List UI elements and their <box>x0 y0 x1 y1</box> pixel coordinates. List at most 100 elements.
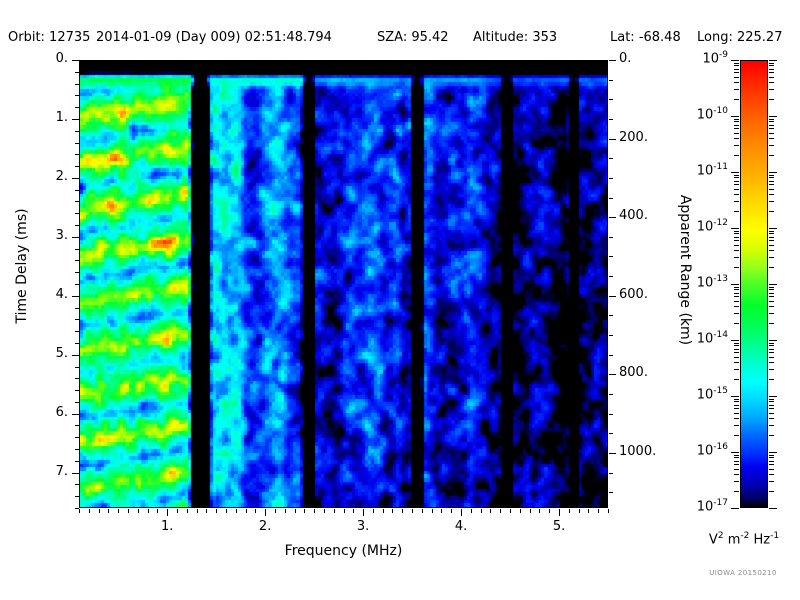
colorbar-tick-minor <box>734 237 739 238</box>
colorbar-tick-minor <box>769 69 774 70</box>
colorbar-tick-minor <box>769 201 774 202</box>
colorbar-tick-minor <box>769 231 774 232</box>
colorbar-tick-minor <box>734 418 739 419</box>
colorbar-tick-major <box>769 284 777 285</box>
y-axis-right-tick-major <box>609 374 616 375</box>
colorbar-tick-major <box>731 452 739 453</box>
x-axis-tick-label: 4. <box>454 519 468 534</box>
colorbar-tick-minor <box>769 413 774 414</box>
colorbar-tick-minor <box>734 457 739 458</box>
x-axis-tick-minor <box>334 509 335 513</box>
x-axis-tick-minor <box>500 509 501 513</box>
colorbar-tick-minor <box>734 461 739 462</box>
y-axis-left-tick-major <box>72 414 79 415</box>
colorbar-tick-minor <box>769 293 774 294</box>
y-axis-left-tick-major <box>72 178 79 179</box>
colorbar-tick-minor <box>769 379 774 380</box>
colorbar-tick-major <box>769 60 777 61</box>
colorbar-tick-minor <box>734 72 739 73</box>
colorbar-tick-minor <box>734 425 739 426</box>
x-axis-tick-minor <box>295 509 296 513</box>
y-axis-right-tick-minor <box>609 158 613 159</box>
y-axis-right-tick-label: 600. <box>619 286 648 302</box>
y-axis-right-tick-major <box>609 217 616 218</box>
y-axis-right-tick-minor <box>609 335 613 336</box>
colorbar-tick-minor <box>769 65 774 66</box>
colorbar-tick-minor <box>769 469 774 470</box>
colorbar-tick-minor <box>769 464 774 465</box>
x-axis-tick-minor <box>314 509 315 513</box>
y-axis-right-tick-major <box>609 296 616 297</box>
colorbar-tick-minor <box>734 63 739 64</box>
header-sza: SZA: 95.42 <box>377 30 449 45</box>
colorbar-tick-minor <box>769 211 774 212</box>
colorbar-tick-minor <box>769 177 774 178</box>
y-axis-left-tick-minor <box>75 402 79 403</box>
colorbar-tick-minor <box>769 121 774 122</box>
x-axis-tick-minor <box>373 509 374 513</box>
x-axis-tick-minor <box>206 509 207 513</box>
y-axis-left-tick-minor <box>75 378 79 379</box>
colorbar-tick-minor <box>734 250 739 251</box>
x-axis-tick-minor <box>392 509 393 513</box>
y-axis-left-tick-minor <box>75 225 79 226</box>
colorbar-tick-minor <box>734 77 739 78</box>
header-metadata: Orbit: 12735 2014-01-09 (Day 009) 02:51:… <box>0 30 800 48</box>
colorbar-tick-minor <box>734 362 739 363</box>
colorbar-tick-minor <box>734 343 739 344</box>
colorbar-tick-minor <box>769 125 774 126</box>
colorbar-tick-label: 10-13 <box>696 274 728 291</box>
colorbar-tick-minor <box>734 296 739 297</box>
x-axis-tick-label: 3. <box>356 519 370 534</box>
y-axis-right-tick-minor <box>609 237 613 238</box>
colorbar-tick-minor <box>734 306 739 307</box>
colorbar-tick-minor <box>734 349 739 350</box>
x-axis-tick-minor <box>579 509 580 513</box>
x-axis-tick-minor <box>422 509 423 513</box>
colorbar-tick-major <box>769 452 777 453</box>
colorbar-tick-minor <box>734 245 739 246</box>
colorbar-tick-major <box>731 340 739 341</box>
colorbar-tick-major <box>769 396 777 397</box>
y-axis-right-tick-minor <box>609 276 613 277</box>
x-axis-tick-minor <box>353 509 354 513</box>
colorbar-tick-minor <box>734 399 739 400</box>
colorbar-tick-label: 10-12 <box>696 218 728 235</box>
x-axis-tick-minor <box>157 509 158 513</box>
y-axis-left-tick-label: 4. <box>55 286 68 302</box>
x-axis-tick-minor <box>118 509 119 513</box>
colorbar-tick-minor <box>769 133 774 134</box>
colorbar-tick-minor <box>769 306 774 307</box>
colorbar-tick-minor <box>769 455 774 456</box>
x-axis-tick-minor <box>216 509 217 513</box>
colorbar-tick-minor <box>734 233 739 234</box>
colorbar-tick-minor <box>769 99 774 100</box>
colorbar-tick-minor <box>734 89 739 90</box>
colorbar-tick-major <box>731 396 739 397</box>
colorbar-tick-minor <box>769 408 774 409</box>
colorbar-tick-minor <box>769 181 774 182</box>
y-axis-right-tick-major <box>609 453 616 454</box>
colorbar-tick-minor <box>769 405 774 406</box>
colorbar-tick-minor <box>769 399 774 400</box>
colorbar-tick-minor <box>769 352 774 353</box>
y-axis-left-tick-minor <box>75 496 79 497</box>
colorbar-tick-minor <box>734 133 739 134</box>
spectrogram-canvas <box>79 60 608 508</box>
y-axis-left-tick-label: 2. <box>55 168 68 184</box>
y-axis-left-tick-minor <box>75 449 79 450</box>
colorbar-tick-minor <box>769 267 774 268</box>
y-axis-left-tick-label: 3. <box>55 227 68 243</box>
header-longitude: Long: 225.27 <box>697 30 783 45</box>
y-axis-left-tick-minor <box>75 143 79 144</box>
colorbar-tick-minor <box>769 82 774 83</box>
y-axis-left-tick-minor <box>75 249 79 250</box>
x-axis-tick-minor <box>412 509 413 513</box>
x-axis-tick-major <box>363 509 364 516</box>
y-axis-right-tick-minor <box>609 256 613 257</box>
x-axis-tick-minor <box>99 509 100 513</box>
colorbar-tick-minor <box>769 401 774 402</box>
colorbar-tick-minor <box>769 250 774 251</box>
y-axis-left-labels: 0. 1. 2. 3. 4. 5. 6. 7. <box>22 0 68 600</box>
y-axis-left-tick-major <box>72 355 79 356</box>
